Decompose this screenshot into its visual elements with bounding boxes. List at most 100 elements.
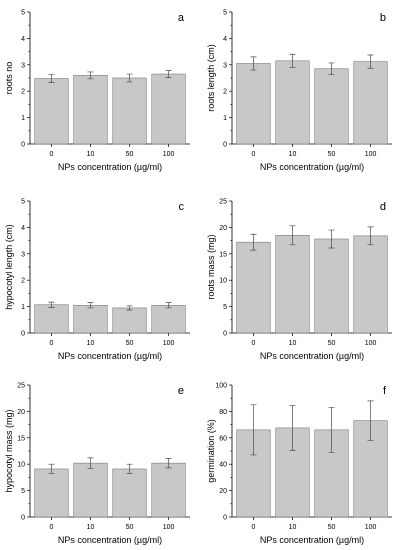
y-tick-label: 3	[21, 251, 25, 258]
y-axis-title: hypocotyl mass (mg)	[4, 409, 14, 492]
bar	[314, 238, 349, 334]
y-tick-label: 20	[17, 409, 25, 416]
x-tick-label: 100	[365, 340, 377, 347]
y-tick-label: 40	[219, 462, 227, 469]
bar	[34, 468, 69, 518]
y-tick-label: 60	[219, 435, 227, 442]
bar	[34, 78, 69, 145]
y-tick-label: 0	[223, 331, 227, 338]
x-axis-title: NPs concentration (µg/ml)	[260, 162, 364, 172]
bar	[353, 235, 388, 334]
x-tick-label: 10	[289, 151, 297, 158]
x-tick-label: 50	[126, 151, 134, 158]
bar	[236, 241, 271, 334]
x-tick-label: 0	[50, 151, 54, 158]
x-tick-label: 50	[126, 340, 134, 347]
y-tick-label: 0	[21, 142, 25, 149]
y-tick-label: 20	[219, 225, 227, 232]
bar	[73, 75, 108, 145]
x-tick-label: 10	[87, 340, 95, 347]
error-bar	[250, 404, 257, 456]
bar	[151, 462, 186, 518]
y-tick-label: 1	[223, 115, 227, 122]
y-tick-label: 80	[219, 409, 227, 416]
y-axis-title: roots no	[4, 62, 14, 95]
y-tick-label: 100	[215, 383, 227, 390]
x-tick-label: 100	[163, 340, 175, 347]
y-tick-label: 0	[223, 142, 227, 149]
y-tick-label: 1	[21, 115, 25, 122]
panel-letter: e	[178, 385, 184, 397]
y-axis-title: roots mass (mg)	[206, 234, 216, 299]
x-axis-title: NPs concentration (µg/ml)	[58, 162, 162, 172]
error-bar	[87, 71, 94, 80]
panel-letter: a	[178, 12, 185, 24]
y-axis-title: roots length (cm)	[206, 44, 216, 112]
x-tick-label: 0	[252, 524, 256, 531]
y-tick-label: 5	[223, 304, 227, 311]
x-tick-label: 10	[289, 524, 297, 531]
y-tick-label: 1	[21, 304, 25, 311]
x-tick-label: 0	[50, 340, 54, 347]
bar	[353, 61, 388, 145]
bar	[151, 304, 186, 334]
x-axis-title: NPs concentration (µg/ml)	[260, 351, 364, 361]
y-tick-label: 0	[223, 515, 227, 522]
y-axis-title: hypocotyl length (cm)	[4, 224, 14, 310]
x-tick-label: 10	[87, 524, 95, 531]
bar	[73, 304, 108, 334]
error-bar	[165, 302, 172, 309]
y-tick-label: 5	[223, 10, 227, 17]
y-tick-label: 2	[223, 89, 227, 96]
x-tick-label: 10	[87, 151, 95, 158]
bar	[275, 60, 310, 145]
error-bar	[289, 225, 296, 246]
error-bar	[126, 73, 133, 83]
x-axis-title: NPs concentration (µg/ml)	[58, 535, 162, 545]
x-tick-label: 50	[328, 524, 336, 531]
error-bar	[87, 457, 94, 469]
error-bar	[48, 74, 55, 83]
error-bar	[87, 302, 94, 309]
x-tick-label: 50	[126, 524, 134, 531]
y-tick-label: 5	[21, 10, 25, 17]
x-tick-label: 100	[365, 151, 377, 158]
y-tick-label: 4	[21, 36, 25, 43]
error-bar	[165, 458, 172, 469]
y-tick-label: 15	[17, 435, 25, 442]
panel-letter: f	[383, 385, 387, 397]
bar	[73, 462, 108, 518]
y-tick-label: 5	[21, 488, 25, 495]
y-tick-label: 20	[219, 488, 227, 495]
error-bar	[367, 54, 374, 69]
error-bar	[250, 56, 257, 71]
bar	[275, 235, 310, 334]
bar	[112, 468, 147, 518]
bar	[236, 63, 271, 145]
panel-letter: d	[380, 201, 386, 213]
y-tick-label: 15	[219, 251, 227, 258]
x-tick-label: 100	[163, 524, 175, 531]
error-bar	[250, 233, 257, 251]
x-tick-label: 0	[252, 151, 256, 158]
error-bar	[367, 226, 374, 246]
y-tick-label: 10	[219, 278, 227, 285]
x-tick-label: 0	[252, 340, 256, 347]
x-tick-label: 0	[50, 524, 54, 531]
error-bar	[367, 400, 374, 441]
panel-letter: b	[380, 12, 386, 24]
y-tick-label: 2	[21, 89, 25, 96]
error-bar	[126, 305, 133, 311]
error-bar	[48, 301, 55, 308]
x-tick-label: 100	[163, 151, 175, 158]
y-tick-label: 0	[21, 515, 25, 522]
panel-letter: c	[179, 201, 185, 213]
x-tick-label: 50	[328, 340, 336, 347]
x-axis-title: NPs concentration (µg/ml)	[58, 351, 162, 361]
